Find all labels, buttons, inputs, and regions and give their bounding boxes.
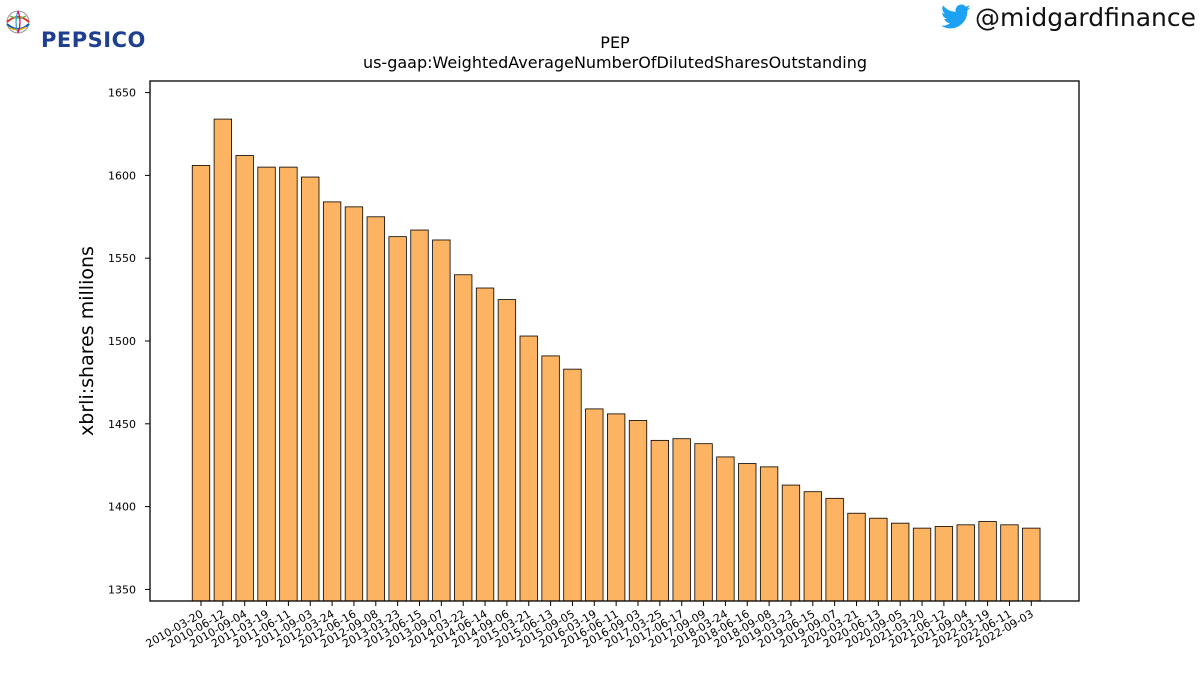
- x-axis: 2010-03-202010-06-122010-09-042011-03-19…: [144, 601, 1036, 651]
- bar-2020-09-05: [891, 522, 910, 602]
- y-tick-label: 1600: [108, 169, 136, 182]
- bar-2013-09-07: [432, 239, 451, 602]
- pepsico-globe-icon: [6, 10, 30, 34]
- bar-2021-06-12: [934, 526, 954, 602]
- handle-text: @midgardfinance: [975, 2, 1196, 32]
- bar-2021-03-20: [912, 527, 932, 602]
- bar-2013-03-23: [388, 236, 407, 602]
- y-tick-label: 1650: [108, 87, 136, 100]
- y-tick-label: 1550: [108, 252, 136, 265]
- bar-2016-06-11: [607, 413, 626, 602]
- bar-2018-03-24: [716, 456, 735, 602]
- brand-logo: PEPSICO: [4, 6, 164, 52]
- bar-2022-03-19: [978, 521, 997, 602]
- bar-2016-09-03: [628, 420, 648, 602]
- bar-2016-03-19: [585, 408, 604, 602]
- bar-2014-09-06: [497, 299, 517, 602]
- bar-2018-09-08: [759, 466, 779, 602]
- bar-2015-06-13: [541, 355, 560, 602]
- bar-2017-06-17: [672, 438, 691, 602]
- y-axis-label: xbrli:shares millions: [76, 246, 98, 436]
- bar-2015-09-05: [563, 368, 582, 602]
- bar-2019-06-15: [803, 491, 822, 602]
- bar-2011-09-03: [301, 176, 320, 602]
- chart-subtitle: us-gaap:WeightedAverageNumberOfDilutedSh…: [363, 53, 867, 72]
- chart-title: PEP: [600, 33, 630, 52]
- bar-2012-03-24: [322, 201, 342, 602]
- bar-2021-09-04: [956, 524, 975, 602]
- bar-2019-09-07: [825, 497, 844, 602]
- bar-2013-06-15: [410, 229, 429, 602]
- bar-2015-03-21: [519, 335, 538, 602]
- y-tick-label: 1450: [108, 418, 136, 431]
- bars-group: [191, 118, 1041, 602]
- brand-name: PEPSICO: [41, 28, 146, 52]
- bar-2022-06-11: [1000, 524, 1019, 602]
- bar-2014-06-14: [475, 287, 495, 602]
- y-tick-label: 1400: [108, 501, 136, 514]
- bar-2018-06-16: [738, 463, 757, 602]
- bar-2011-03-19: [257, 166, 276, 602]
- y-tick-label: 1350: [108, 583, 136, 596]
- bar-2019-03-23: [781, 484, 801, 602]
- y-tick-label: 1500: [108, 335, 136, 348]
- y-axis: 1350 1400 1450 1500 1550 1600 1650: [108, 87, 150, 596]
- bar-2012-09-08: [366, 216, 385, 602]
- bar-2020-03-21: [847, 512, 866, 602]
- bar-2010-03-20: [191, 165, 211, 602]
- bar-2014-03-22: [454, 274, 473, 602]
- twitter-bird-icon: [941, 4, 971, 29]
- bar-2017-09-09: [694, 443, 713, 602]
- bar-2011-06-11: [279, 166, 298, 602]
- bar-2017-03-25: [650, 439, 669, 602]
- bar-2010-06-12: [213, 118, 233, 602]
- social-handle: @midgardfinance: [941, 2, 1196, 32]
- bar-2012-06-16: [344, 206, 364, 602]
- bar-2020-06-13: [869, 517, 888, 602]
- bar-2010-09-04: [235, 155, 254, 602]
- bar-2022-09-03: [1022, 527, 1041, 602]
- plot-frame: [149, 80, 1080, 602]
